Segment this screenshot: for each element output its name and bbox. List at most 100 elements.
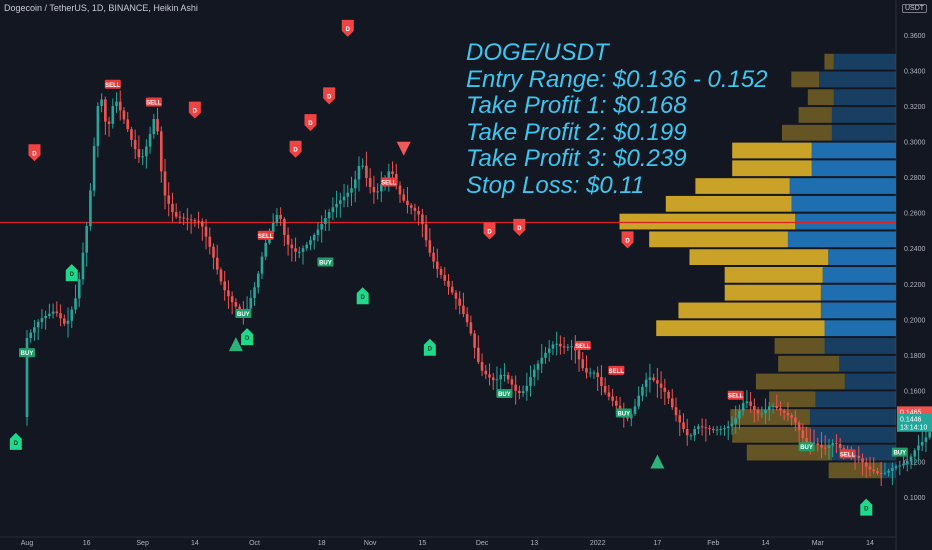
candle-body <box>368 178 372 187</box>
buy-label-text: BUY <box>237 312 250 318</box>
candle-body <box>264 242 268 257</box>
price-axis-label-text: 13:14:10 <box>900 425 927 432</box>
candle-body <box>831 443 834 446</box>
candle-body <box>898 465 902 467</box>
volume-profile-down-bar <box>730 409 810 425</box>
x-tick-label: 14 <box>866 540 874 547</box>
candle-body <box>409 205 413 208</box>
d-down-flag: D <box>621 231 634 249</box>
candle-body <box>928 432 931 438</box>
y-tick-label: 0.2400 <box>904 246 926 253</box>
candle-body <box>145 146 148 157</box>
d-up-flag-text: D <box>70 272 75 278</box>
candle-body <box>745 401 749 404</box>
candle-body <box>805 438 808 443</box>
d-down-flag-shape <box>621 231 634 249</box>
candle-body <box>823 447 827 449</box>
candle-body <box>704 427 708 429</box>
candle-body <box>887 470 890 473</box>
candle-body <box>286 234 290 245</box>
candle-body <box>864 462 868 467</box>
candle-body <box>872 469 876 472</box>
candle-body <box>167 195 171 204</box>
candle-body <box>439 268 443 275</box>
candle-body <box>331 207 335 213</box>
d-down-flag: D <box>28 144 41 162</box>
candle-body <box>152 118 156 135</box>
d-down-flag-shape <box>188 101 201 119</box>
candle-body <box>540 357 544 364</box>
candle-body <box>96 106 100 147</box>
candle-body <box>443 274 447 281</box>
candle-body <box>230 296 234 303</box>
candle-body <box>163 171 167 196</box>
candle-body <box>66 320 70 324</box>
candle-body <box>857 455 861 459</box>
candle-body <box>156 118 159 132</box>
buy-label-bg <box>891 447 908 457</box>
candle-body <box>29 332 33 338</box>
candle-body <box>876 471 879 474</box>
candle-body <box>417 210 420 215</box>
x-tick-label: 16 <box>83 540 91 547</box>
volume-profile-down-bar <box>724 284 821 301</box>
x-tick-label: 2022 <box>590 540 606 547</box>
candle-body <box>924 437 928 442</box>
candle-body <box>902 463 905 466</box>
sell-label: SELL <box>727 390 744 400</box>
candle-body <box>790 415 793 418</box>
candle-body <box>719 429 723 431</box>
x-tick-label: Nov <box>364 540 377 547</box>
candle-body <box>637 395 641 407</box>
candle-body <box>346 192 350 197</box>
candle-body <box>894 466 898 469</box>
candle-body <box>775 405 779 409</box>
candle-body <box>495 379 499 381</box>
y-tick-label: 0.3000 <box>904 140 926 147</box>
candle-body <box>115 101 118 107</box>
candle-body <box>689 435 693 437</box>
candle-body <box>685 429 689 436</box>
volume-profile-down-bar <box>798 107 832 123</box>
candle-body <box>611 396 614 401</box>
candle-body <box>141 156 144 158</box>
candle-body <box>342 196 346 201</box>
candle-body <box>659 383 663 388</box>
candle-body <box>760 413 764 415</box>
candle-body <box>764 409 767 414</box>
candle-body <box>234 302 238 307</box>
buy-label-text: BUY <box>21 351 34 357</box>
candle-body <box>786 412 790 416</box>
candle-body <box>126 119 130 130</box>
d-down-flag-text: D <box>293 148 298 154</box>
candle-body <box>137 149 141 158</box>
y-tick-label: 0.2200 <box>904 282 926 289</box>
volume-profile-down-bar <box>649 231 788 248</box>
candle-body <box>488 374 491 378</box>
candle-body <box>89 190 92 227</box>
d-down-flag-text: D <box>625 238 630 244</box>
candle-body <box>122 110 126 120</box>
candle-body <box>361 165 364 167</box>
buy-label-bg <box>19 348 35 358</box>
volume-profile-down-bar <box>665 195 792 212</box>
candle-body <box>756 409 760 414</box>
candle-body <box>835 443 838 445</box>
candle-body <box>547 348 551 353</box>
price-axis-label-bg <box>897 421 932 432</box>
candle-body <box>555 343 558 345</box>
d-down-flag-text: D <box>346 27 351 33</box>
candle-body <box>603 385 607 393</box>
sell-label-text: SELL <box>575 344 591 350</box>
candle-body <box>723 428 726 430</box>
sell-label-bg <box>104 79 121 89</box>
candle-body <box>473 333 476 348</box>
candle-body <box>238 306 241 310</box>
d-up-flag: D <box>356 287 369 305</box>
d-up-flag-text: D <box>245 336 250 342</box>
candle-body <box>260 256 264 274</box>
x-tick-label: 13 <box>530 540 538 547</box>
sell-label: SELL <box>380 177 397 187</box>
currency-badge[interactable]: USDT <box>902 4 928 13</box>
